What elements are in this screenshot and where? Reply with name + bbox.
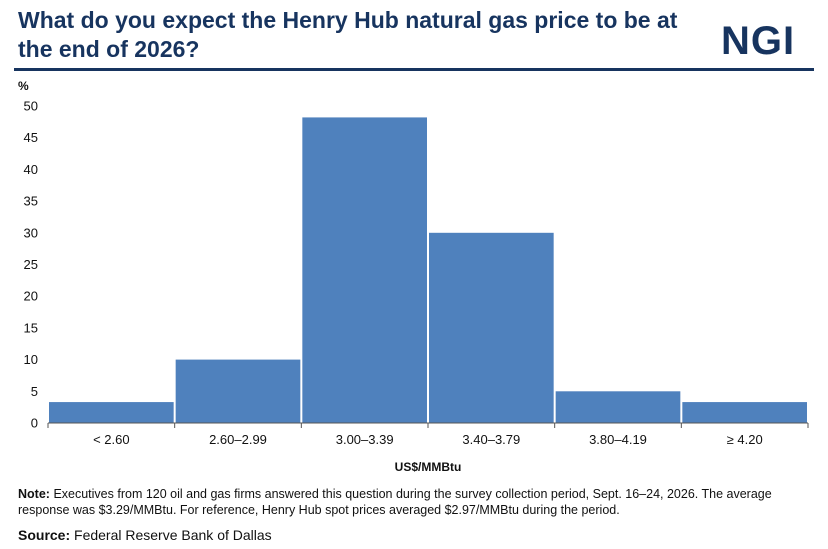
y-tick-label: 0 (31, 416, 38, 431)
chart-source: Source: Federal Reserve Bank of Dallas (18, 527, 272, 543)
x-tick-label: ≥ 4.20 (727, 432, 763, 447)
y-tick-label: 25 (24, 257, 38, 272)
bar (429, 232, 554, 423)
x-tick-label: < 2.60 (93, 432, 130, 447)
bar (682, 402, 807, 423)
bar (175, 359, 301, 423)
title-divider (14, 68, 814, 71)
y-tick-label: 15 (24, 320, 38, 335)
x-tick-label: 3.40–3.79 (462, 432, 520, 447)
chart-note: Note: Executives from 120 oil and gas fi… (18, 486, 818, 518)
y-tick-label: 10 (24, 352, 38, 367)
x-axis-title: US$/MMBtu (395, 460, 462, 474)
x-tick-label: 3.00–3.39 (336, 432, 394, 447)
note-label: Note: (18, 487, 50, 501)
note-text: Executives from 120 oil and gas firms an… (18, 487, 772, 517)
bars-group (49, 117, 807, 424)
y-tick-label: 45 (24, 130, 38, 145)
source-text: Federal Reserve Bank of Dallas (74, 527, 272, 543)
y-tick-label: 40 (24, 162, 38, 177)
bar (49, 402, 174, 423)
bar (555, 391, 681, 423)
x-axis-ticks: < 2.60 2.60–2.99 3.00–3.39 3.40–3.79 3.80–4.… (47, 423, 809, 447)
histogram-chart: % 0 5 10 15 20 25 30 35 40 45 50 < 2.60 2.60–2.99 3.… (18, 79, 809, 474)
y-tick-label: 20 (24, 289, 38, 304)
y-tick-label: 30 (24, 225, 38, 240)
chart-title: What do you expect the Henry Hub natural… (18, 7, 678, 62)
x-tick-label: 2.60–2.99 (209, 432, 267, 447)
y-tick-label: 35 (24, 194, 38, 209)
y-axis-unit-label: % (18, 79, 29, 93)
x-tick-label: 3.80–4.19 (589, 432, 647, 447)
ngi-logo: NGI (721, 19, 796, 63)
y-axis-ticks: 0 5 10 15 20 25 30 35 40 45 50 (24, 99, 38, 431)
y-tick-label: 50 (24, 99, 38, 114)
y-tick-label: 5 (31, 384, 38, 399)
bar (302, 117, 427, 424)
source-label: Source: (18, 527, 71, 543)
